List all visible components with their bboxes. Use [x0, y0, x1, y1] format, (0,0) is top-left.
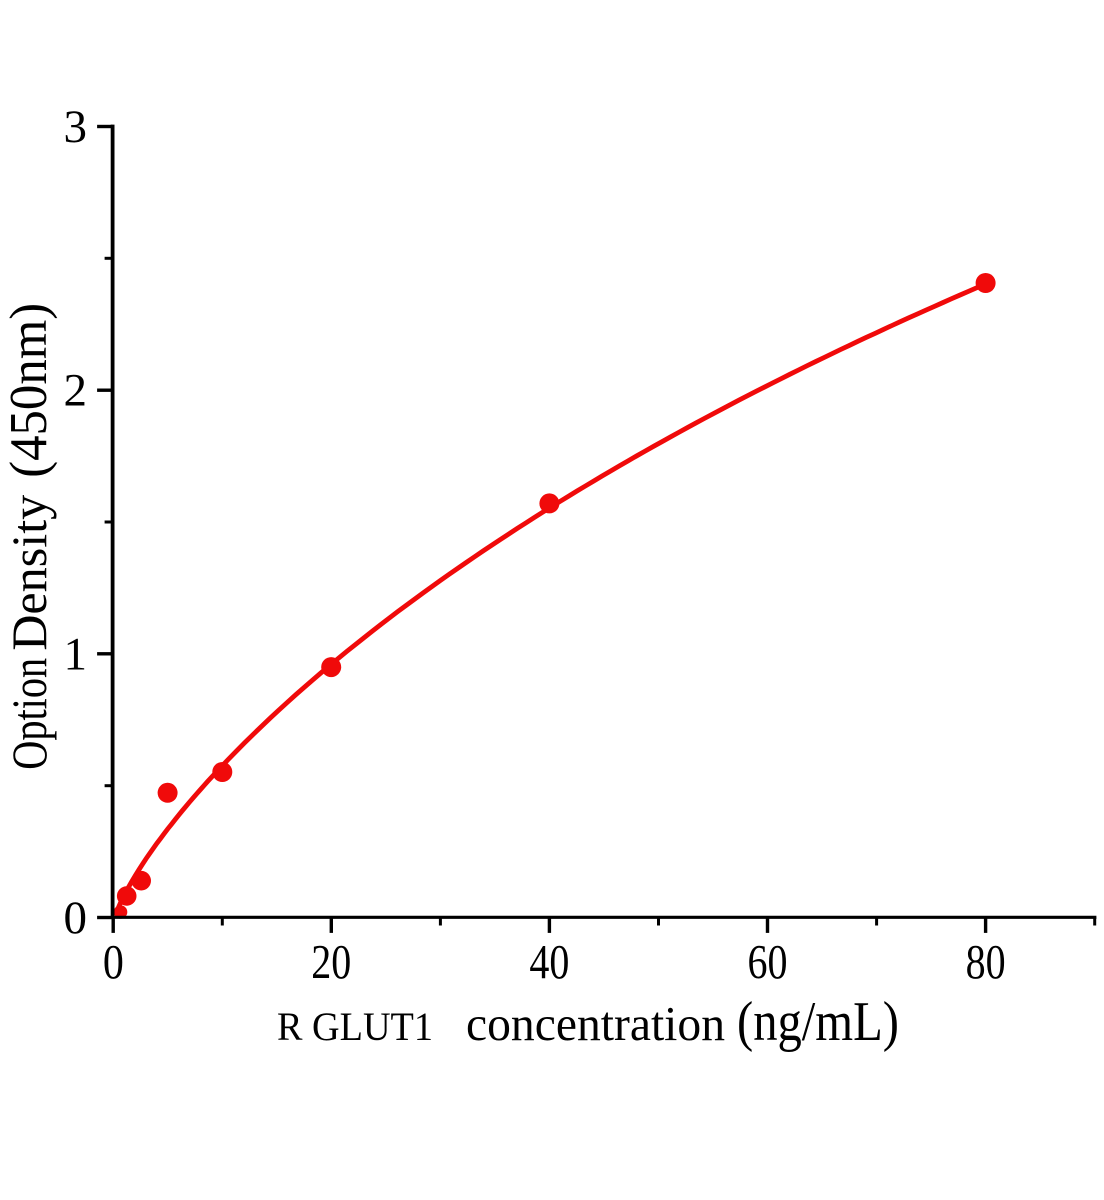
- svg-text:concentration: concentration: [466, 996, 725, 1051]
- svg-text:0: 0: [103, 934, 124, 989]
- svg-text:2: 2: [64, 365, 88, 417]
- svg-text:20: 20: [311, 934, 351, 989]
- svg-text:Option: Option: [1, 658, 57, 770]
- svg-text:40: 40: [529, 934, 569, 989]
- svg-text:Density: Density: [1, 495, 57, 651]
- svg-text:(ng/mL): (ng/mL): [737, 991, 899, 1053]
- svg-text:1: 1: [64, 628, 88, 680]
- svg-text:3: 3: [64, 101, 88, 153]
- svg-text:(450nm): (450nm): [0, 303, 58, 478]
- svg-text:R GLUT1: R GLUT1: [277, 1004, 433, 1049]
- svg-text:0: 0: [64, 892, 88, 944]
- svg-text:60: 60: [748, 934, 788, 989]
- svg-text:80: 80: [966, 934, 1006, 989]
